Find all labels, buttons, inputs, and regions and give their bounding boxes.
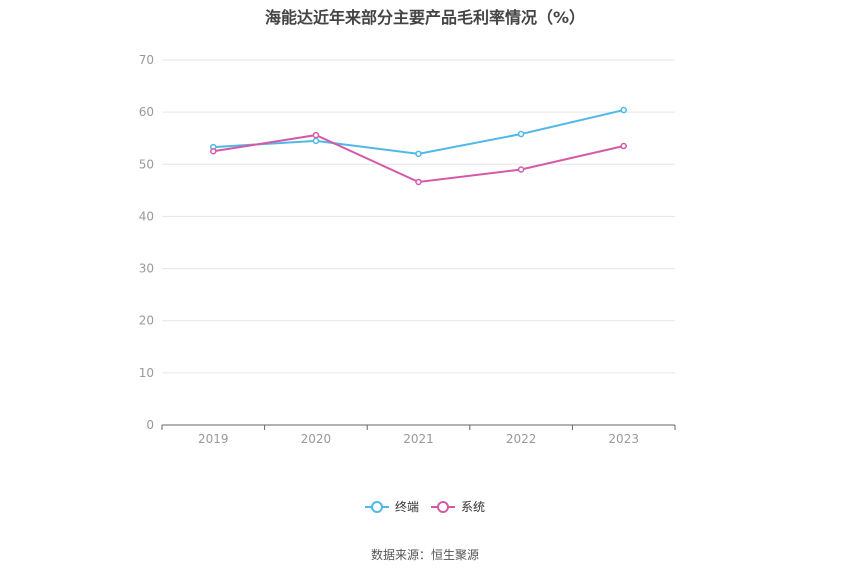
series-line: [213, 134, 624, 184]
y-tick-label: 20: [139, 314, 154, 328]
y-tick-label: 10: [139, 366, 154, 380]
x-tick-label: 2020: [301, 432, 332, 446]
series-line: [213, 109, 624, 155]
legend-marker: [371, 501, 383, 513]
data-point: [415, 150, 422, 158]
series-1: [210, 131, 627, 186]
data-point: [312, 137, 320, 145]
y-tick-label: 70: [139, 53, 154, 67]
grid-lines: [162, 59, 675, 374]
data-point: [517, 130, 525, 138]
data-point: [620, 142, 627, 150]
chart-title: 海能达近年来部分主要产品毛利率情况（%）: [264, 8, 586, 27]
legend[interactable]: 终端 系统: [365, 499, 485, 514]
data-point: [517, 166, 525, 173]
data-source-note: 数据来源：恒生聚源: [370, 548, 479, 562]
data-point: [620, 106, 627, 114]
y-tick-label: 30: [139, 262, 154, 276]
x-tick-label: 2022: [506, 432, 537, 446]
legend-marker: [437, 501, 449, 513]
data-point: [312, 131, 320, 139]
series-0: [210, 106, 627, 158]
x-tick-label: 2023: [608, 432, 639, 446]
legend-label: 终端: [395, 499, 419, 514]
x-tick-label: 2019: [198, 432, 229, 446]
y-tick-label: 40: [139, 209, 154, 223]
data-point: [415, 178, 422, 186]
x-tick-label: 2021: [403, 432, 434, 446]
y-tick-label: 0: [146, 418, 154, 432]
data-point: [210, 148, 217, 155]
legend-item[interactable]: 系统: [431, 500, 485, 514]
legend-label: 系统: [461, 500, 485, 514]
legend-item[interactable]: 终端: [365, 499, 419, 514]
series-lines: [210, 106, 627, 186]
axes: 0 10 20 30 40 50 60 70 2019 2020 2021 2022 2023: [139, 53, 676, 446]
y-tick-label: 60: [139, 105, 154, 119]
y-tick-label: 50: [139, 157, 154, 171]
